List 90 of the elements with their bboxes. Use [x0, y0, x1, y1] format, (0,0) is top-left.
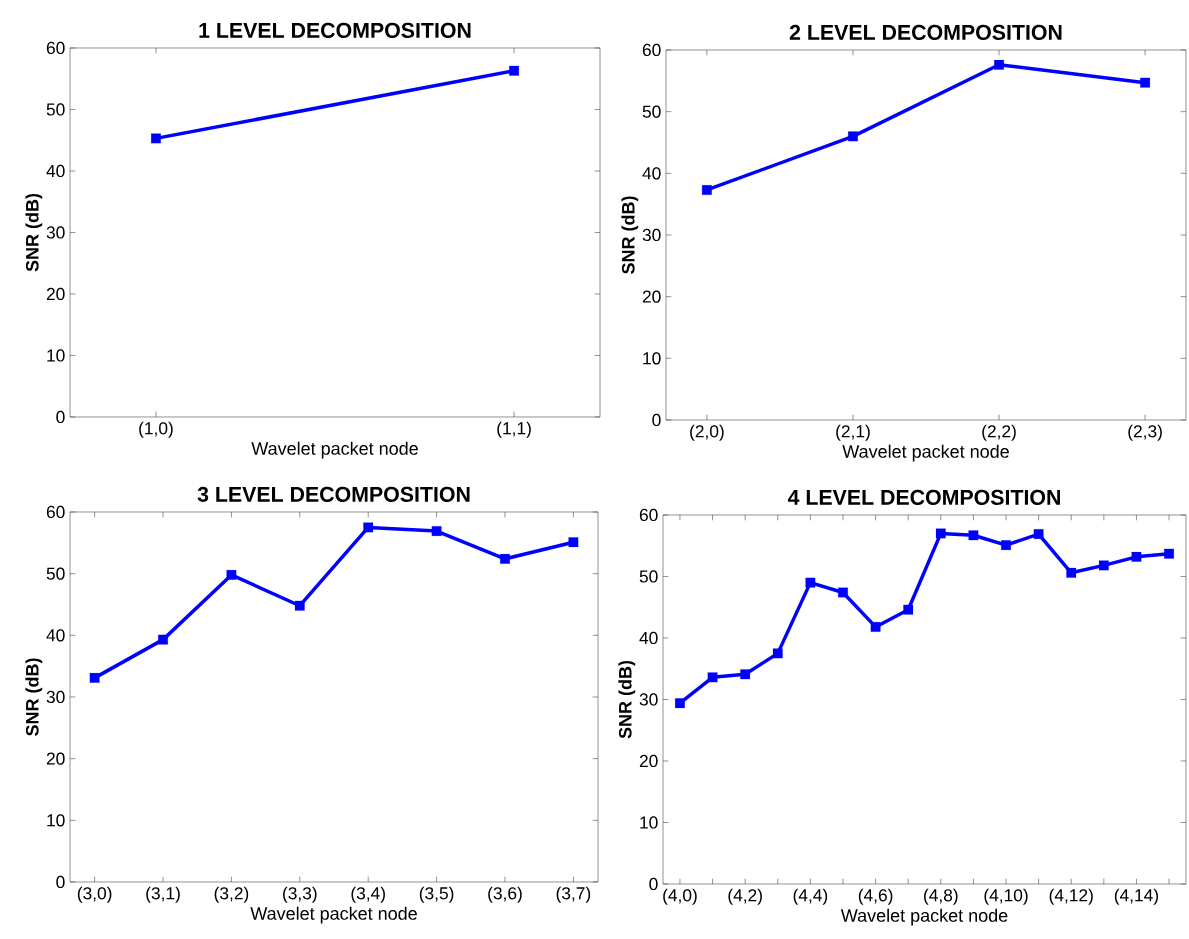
x-tick-label: (3,2) [214, 886, 249, 903]
x-tick-label: (4,2) [728, 888, 762, 905]
point [870, 622, 881, 632]
x-tick-label: (3,0) [77, 886, 112, 903]
y-tick-label: 20 [46, 287, 65, 301]
y-tick-label: 10 [640, 816, 658, 829]
point [805, 577, 816, 588]
y-tick-label: 40 [639, 631, 658, 645]
x-axis-title: Wavelet packet node [842, 444, 1009, 462]
x-tick-label: (4,4) [793, 888, 828, 905]
point [772, 648, 783, 659]
x-tick-label: (2,0) [690, 424, 724, 441]
y-tick-label: 10 [47, 349, 65, 362]
point [431, 526, 442, 536]
point [702, 185, 712, 195]
y-tick-label: 60 [46, 505, 65, 519]
point [500, 553, 510, 564]
x-tick-label: (3,1) [146, 886, 180, 903]
point [994, 59, 1004, 70]
point [838, 587, 848, 598]
y-tick-label: 0 [649, 877, 658, 891]
point [903, 604, 914, 615]
y-axis-title: SNR (dB) [25, 658, 43, 736]
y-tick-label: 50 [46, 567, 65, 580]
x-tick-label: (4,6) [858, 888, 893, 905]
y-tick-label: 10 [47, 814, 65, 827]
chart-title: 4 LEVEL DECOMPOSITION [787, 489, 1060, 505]
point [848, 131, 858, 142]
x-tick-label: (1,0) [139, 421, 173, 438]
point [968, 530, 979, 541]
point [1001, 540, 1011, 550]
y-tick-label: 20 [642, 290, 661, 303]
x-tick-label: (4,10) [984, 888, 1028, 905]
y-tick-label: 0 [56, 875, 65, 889]
point [568, 537, 579, 548]
y-tick-label: 10 [643, 352, 661, 365]
y-tick-label: 50 [46, 103, 65, 116]
y-tick-label: 50 [639, 570, 658, 583]
y-tick-label: 40 [46, 164, 65, 178]
point [1066, 567, 1077, 578]
point [1131, 551, 1142, 562]
x-axis-title: Wavelet packet node [250, 906, 417, 924]
x-tick-label: (4,8) [924, 888, 958, 905]
point [707, 672, 718, 683]
x-tick-label: (3,7) [556, 886, 591, 903]
point [294, 600, 305, 611]
x-axis-title: Wavelet packet node [251, 441, 418, 459]
chart-title: 3 LEVEL DECOMPOSITION [197, 486, 470, 502]
y-tick-label: 40 [46, 629, 65, 642]
x-tick-label: (3,4) [351, 886, 385, 903]
point [1033, 529, 1044, 539]
point [1164, 548, 1174, 559]
point [1140, 77, 1150, 88]
y-axis-title: SNR (dB) [618, 660, 636, 739]
y-axis-title: SNR (dB) [621, 196, 639, 274]
point [675, 698, 685, 709]
point [1098, 560, 1109, 571]
x-tick-label: (4,14) [1114, 888, 1159, 905]
point [363, 522, 374, 533]
x-tick-label: (3,6) [488, 886, 522, 903]
point [935, 528, 946, 539]
x-tick-label: (4,0) [663, 888, 697, 905]
chart-title: 2 LEVEL DECOMPOSITION [789, 24, 1062, 40]
x-tick-label: (4,12) [1049, 888, 1093, 905]
y-tick-label: 20 [46, 752, 65, 765]
y-tick-label: 30 [46, 226, 65, 239]
y-tick-label: 30 [642, 228, 661, 242]
y-tick-label: 0 [56, 410, 65, 424]
x-tick-label: (2,1) [836, 424, 870, 441]
point [158, 634, 168, 645]
chart-title: 1 LEVEL DECOMPOSITION [199, 22, 471, 38]
y-axis-title: SNR (dB) [25, 193, 43, 272]
y-tick-label: 30 [46, 690, 65, 704]
x-tick-label: (3,3) [283, 886, 317, 903]
y-tick-label: 60 [639, 508, 658, 522]
x-tick-label: (2,2) [982, 424, 1016, 441]
y-tick-label: 40 [642, 167, 661, 180]
y-tick-label: 50 [642, 105, 661, 118]
y-tick-label: 60 [642, 43, 661, 57]
x-axis-title: Wavelet packet node [840, 908, 1008, 926]
point [226, 570, 237, 580]
y-tick-label: 30 [639, 693, 658, 706]
point [89, 672, 100, 683]
point [740, 669, 751, 680]
y-tick-label: 0 [652, 413, 661, 427]
y-tick-label: 60 [46, 41, 65, 55]
x-tick-label: (2,3) [1128, 424, 1162, 441]
x-tick-label: (3,5) [419, 886, 454, 903]
y-tick-label: 20 [639, 754, 658, 768]
x-tick-label: (1,1) [497, 421, 531, 438]
